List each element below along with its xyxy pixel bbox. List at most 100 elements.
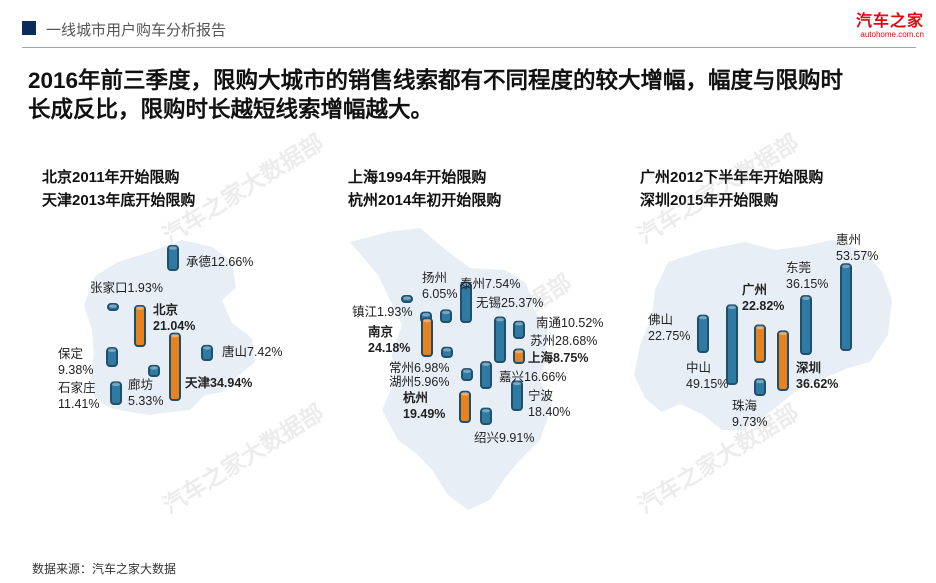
bar-唐山 — [201, 344, 213, 362]
bar-杭州 — [459, 390, 471, 423]
label-changzhou: 常州6.98% — [389, 361, 450, 375]
bar-cap — [443, 347, 451, 352]
label-huizhou: 惠州 53.57% — [836, 233, 879, 263]
bar-承德 — [167, 244, 179, 271]
report-title: 一线城市用户购车分析报告 — [46, 22, 227, 39]
panel-subtitle-shanghai-hangzhou: 上海1994年开始限购 杭州2014年初开始限购 — [348, 166, 501, 212]
bar-body — [777, 330, 789, 391]
bar-cap — [728, 305, 736, 310]
top-bar: 一线城市用户购车分析报告 汽车之家 autohome.com.cn — [0, 0, 936, 48]
bar-cap — [513, 381, 521, 386]
bar-cap — [171, 333, 179, 338]
bar-body — [441, 346, 453, 358]
bar-佛山 — [697, 314, 709, 354]
bar-body — [494, 316, 506, 363]
label-wuxi: 无锡25.37% — [476, 296, 544, 310]
city-bars — [106, 244, 852, 425]
subtitle-line-2: 天津2013年底开始限购 — [42, 192, 196, 209]
bar-天津 — [169, 332, 181, 402]
bar-张家口 — [107, 303, 119, 311]
bar-cap — [842, 264, 850, 269]
bar-body — [461, 368, 473, 381]
label-zhongshan: 中山 49.15% — [686, 361, 729, 391]
bar-cap — [482, 362, 490, 366]
bar-cap — [403, 296, 411, 300]
bar-cap — [442, 310, 450, 315]
bar-cap — [515, 349, 523, 354]
bar-body — [513, 348, 525, 364]
label-zhuhai: 珠海 9.73% — [732, 399, 768, 429]
subtitle-line-1: 上海1994年开始限购 — [348, 169, 487, 186]
bar-石家庄 — [110, 381, 122, 406]
bar-上海 — [513, 348, 525, 364]
bar-body — [840, 263, 852, 351]
logo-subtext: autohome.com.cn — [860, 30, 924, 39]
bar-body — [513, 320, 525, 339]
bar-cap — [136, 306, 144, 310]
label-shijiazhuang: 石家庄 11.41% — [58, 381, 100, 411]
bar-cap — [756, 379, 764, 384]
bar-珠海 — [754, 378, 766, 397]
bar-body — [107, 303, 119, 311]
bar-body — [134, 305, 146, 347]
bar-body — [800, 295, 812, 356]
bar-cap — [802, 296, 810, 300]
bar-苏州 — [494, 316, 506, 363]
bar-广州 — [754, 324, 766, 364]
bar-南京 — [421, 317, 433, 357]
bar-body — [421, 317, 433, 357]
bar-cap — [463, 369, 471, 373]
bar-body — [480, 361, 492, 390]
bar-中山 — [726, 304, 738, 385]
jingjinji-map — [84, 240, 255, 415]
bar-body — [440, 309, 452, 323]
header-divider — [22, 47, 916, 48]
bar-body — [459, 390, 471, 423]
bar-body — [726, 304, 738, 385]
label-zhenjiang: 镇江1.93% — [352, 305, 413, 319]
label-tangshan: 唐山7.42% — [222, 345, 283, 359]
label-shanghai: 上海8.75% — [528, 351, 589, 365]
bar-深圳 — [777, 330, 789, 391]
bar-body — [401, 295, 413, 303]
bar-cap — [108, 348, 116, 352]
label-baoding: 保定 9.38% — [58, 347, 94, 377]
bar-廊坊 — [148, 364, 160, 377]
logo-text: 汽车之家 — [855, 13, 924, 30]
label-nantong: 南通10.52% — [536, 316, 604, 330]
bar-body — [754, 324, 766, 364]
bar-body — [169, 332, 181, 402]
bar-嘉兴 — [480, 361, 492, 390]
label-tianjin: 天津34.94% — [185, 376, 253, 390]
bar-北京 — [134, 305, 146, 347]
bar-cap — [496, 317, 504, 322]
label-guangzhou: 广州 22.82% — [742, 283, 785, 313]
bar-body — [460, 281, 472, 324]
panel-subtitle-guangzhou-shenzhen: 广州2012下半年年开始限购 深圳2015年开始限购 — [640, 166, 823, 212]
bar-body — [110, 381, 122, 406]
label-langfang: 廊坊 5.33% — [128, 378, 164, 408]
bar-cap — [461, 391, 469, 396]
bar-body — [697, 314, 709, 354]
label-shaoxing: 绍兴9.91% — [474, 431, 535, 445]
subtitle-line-1: 广州2012下半年年开始限购 — [640, 169, 824, 186]
bar-cap — [482, 408, 490, 413]
title-marker — [22, 21, 36, 35]
label-shenzhen: 深圳 36.62% — [796, 361, 839, 391]
headline-line-2: 长成反比，限购时长越短线索增幅越大。 — [28, 97, 434, 122]
label-ningbo: 宁波 18.40% — [528, 389, 571, 419]
bar-cap — [150, 366, 158, 370]
bar-cap — [422, 312, 430, 317]
label-beijing: 北京 21.04% — [153, 303, 196, 333]
label-hangzhou: 杭州 19.49% — [403, 391, 446, 421]
bar-镇江 — [401, 295, 413, 303]
data-source: 数据来源：汽车之家大数据 — [32, 562, 177, 576]
headline-line-1: 2016年前三季度，限购大城市的销售线索都有不同程度的较大增幅，幅度与限购时 — [28, 68, 844, 93]
bar-cap — [169, 246, 177, 250]
bar-东莞 — [800, 295, 812, 356]
bar-保定 — [106, 347, 118, 368]
subtitle-line-2: 深圳2015年开始限购 — [640, 192, 779, 209]
bar-cap — [112, 382, 120, 387]
bar-南通 — [513, 320, 525, 339]
